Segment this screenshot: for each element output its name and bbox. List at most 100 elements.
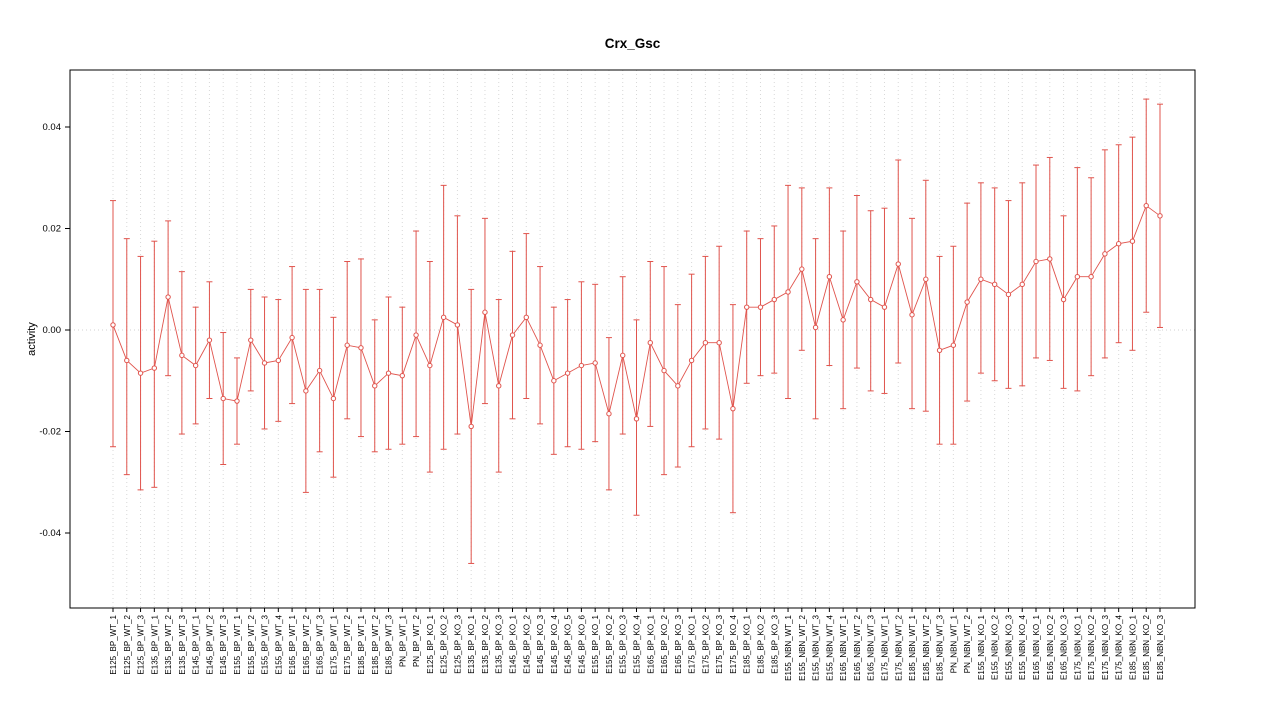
data-point <box>289 334 295 341</box>
data-point <box>275 357 282 364</box>
x-tick-label: E185_BP_KO_2 <box>756 614 765 673</box>
data-point <box>1019 281 1025 288</box>
x-tick-label: E155_NBN_KO_4 <box>1018 614 1027 679</box>
data-point <box>812 324 819 331</box>
data-point <box>578 362 585 369</box>
x-tick-label: E145_BP_KO_1 <box>509 614 518 673</box>
data-point <box>909 312 915 318</box>
x-tick-label: E185_BP_WT_3 <box>385 614 394 674</box>
y-tick-label: -0.02 <box>39 427 61 438</box>
data-point <box>730 405 736 412</box>
data-point <box>936 347 943 353</box>
x-tick-label: E155_BP_WT_2 <box>247 614 256 674</box>
data-point <box>647 339 653 346</box>
data-point <box>1102 251 1108 257</box>
x-tick-label: E175_NBN_KO_1 <box>1073 614 1082 679</box>
data-point <box>440 314 447 321</box>
x-tick-label: E135_BP_WT_3 <box>178 614 187 674</box>
data-point <box>496 383 502 389</box>
x-tick-label: E185_NBN_KO_2 <box>1142 614 1151 679</box>
data-point <box>482 309 488 315</box>
x-tick-label: E175_NBN_KO_3 <box>1101 614 1110 679</box>
x-tick-label: E145_BP_KO_4 <box>550 614 559 673</box>
data-point <box>151 365 158 371</box>
data-point <box>413 332 419 338</box>
x-tick-label: E125_BP_WT_2 <box>123 614 132 674</box>
x-tick-label: E165_BP_KO_3 <box>674 614 683 673</box>
x-tick-label: E155_BP_KO_1 <box>591 614 600 673</box>
x-tick-label: E155_BP_KO_2 <box>605 614 614 673</box>
x-tick-label: PN_NBN_WT_2 <box>963 614 972 673</box>
x-tick-label: E155_NBN_KO_3 <box>1004 614 1013 679</box>
x-tick-label: E165_NBN_KO_3 <box>1060 614 1069 679</box>
data-point <box>124 357 130 364</box>
x-tick-label: E175_BP_KO_3 <box>715 614 724 673</box>
x-tick-label: E185_NBN_KO_1 <box>1128 614 1137 679</box>
data-point <box>991 281 998 288</box>
y-axis: -0.04 -0.02 0.00 0.02 0.04 <box>39 122 70 539</box>
data-point <box>895 261 901 267</box>
data-point <box>1033 258 1039 265</box>
x-tick-label: E145_BP_KO_3 <box>536 614 545 673</box>
x-tick-label: E155_BP_WT_4 <box>274 614 283 674</box>
x-tick-label: E175_BP_WT_2 <box>343 614 352 674</box>
x-tick-label: PN_NBN_WT_1 <box>949 614 958 673</box>
data-point <box>964 299 970 305</box>
error-bars <box>110 98 1163 564</box>
x-tick-label: E155_NBN_KO_2 <box>991 614 1000 679</box>
x-tick-label: E155_NBN_WT_4 <box>825 614 834 680</box>
data-point <box>344 342 350 348</box>
x-tick-label: E145_BP_WT_2 <box>205 614 214 674</box>
data-point <box>468 423 474 430</box>
x-tick-label: E185_BP_WT_1 <box>357 614 366 674</box>
x-tick-label: E175_BP_WT_1 <box>329 614 338 674</box>
data-point <box>923 276 929 282</box>
x-tick-label: E145_BP_KO_2 <box>522 614 531 673</box>
x-tick-label: E185_NBN_WT_1 <box>908 614 917 680</box>
x-tick-label: E165_BP_KO_2 <box>660 614 669 673</box>
data-point <box>675 383 681 389</box>
data-point <box>620 352 626 359</box>
data-point <box>799 266 805 272</box>
data-point <box>1157 213 1163 219</box>
data-point <box>688 357 695 364</box>
x-tick-label: E125_BP_KO_2 <box>440 614 449 673</box>
x-tick-label: E165_BP_WT_2 <box>302 614 311 674</box>
data-point <box>606 411 612 417</box>
data-point <box>206 337 213 343</box>
data-point <box>1143 202 1149 209</box>
data-point <box>358 345 364 351</box>
x-tick-label: E155_BP_WT_3 <box>261 614 270 674</box>
x-tick-label: E185_BP_WT_2 <box>371 614 380 674</box>
x-tick-label: E175_NBN_KO_2 <box>1087 614 1096 679</box>
x-tick-label: E165_NBN_WT_3 <box>867 614 876 680</box>
x-tick-label: E135_BP_KO_2 <box>481 614 490 673</box>
x-tick-label: E185_NBN_WT_2 <box>922 614 931 680</box>
x-tick-label: E165_NBN_KO_2 <box>1046 614 1055 679</box>
x-tick-label: E125_BP_WT_3 <box>137 614 146 674</box>
x-tick-label: E145_BP_WT_1 <box>192 614 201 674</box>
gridlines <box>70 70 1195 608</box>
x-tick-label: E175_BP_KO_1 <box>688 614 697 673</box>
x-tick-label: E135_BP_KO_1 <box>467 614 476 673</box>
x-tick-label: PN_BP_WT_2 <box>412 614 421 667</box>
data-point <box>551 378 557 384</box>
y-axis-label: activity <box>26 322 38 356</box>
data-point <box>867 296 874 303</box>
x-tick-label: E155_NBN_WT_2 <box>798 614 807 680</box>
x-axis: E125_BP_WT_1 E125_BP_WT_2 E125_BP_WT_3 E135… <box>109 608 1165 681</box>
x-tick-label: E155_BP_KO_4 <box>633 614 642 673</box>
data-point <box>454 322 461 328</box>
x-tick-label: E135_BP_WT_2 <box>164 614 173 674</box>
y-tick-label: 0.02 <box>43 224 62 235</box>
x-tick-label: E175_BP_KO_4 <box>729 614 738 673</box>
x-tick-label: E165_NBN_WT_1 <box>839 614 848 680</box>
x-tick-label: E155_NBN_WT_1 <box>784 614 793 680</box>
data-point <box>523 314 529 321</box>
data-point <box>840 317 846 323</box>
data-point <box>757 304 764 310</box>
data-point <box>110 322 116 328</box>
data-point <box>592 360 598 366</box>
data-point <box>165 294 171 300</box>
